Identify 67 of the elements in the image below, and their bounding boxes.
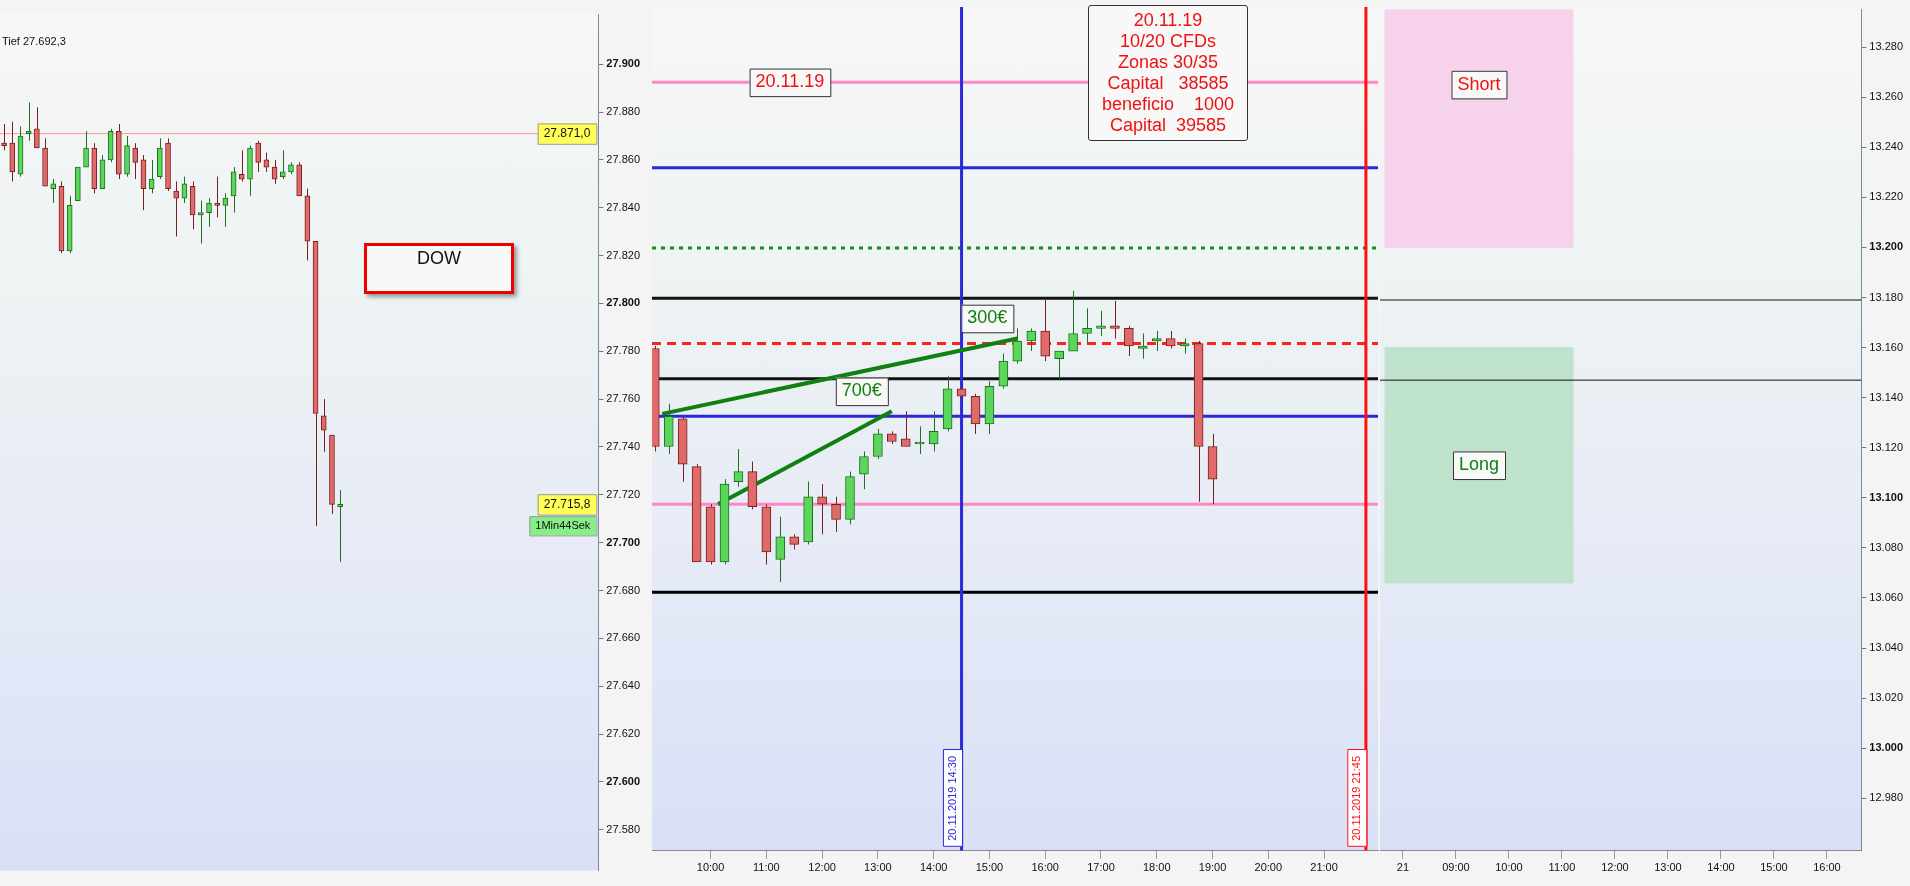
y-tick-label: 27.740: [606, 440, 641, 453]
y-tick-label: 27.820: [606, 248, 641, 261]
y-tick-label: 27.680: [606, 583, 641, 596]
y-tick-label: 27.860: [606, 152, 641, 165]
y-tick-label: 27.780: [606, 344, 641, 357]
y-tick-label: 27.900: [606, 57, 641, 70]
x-tick-label: 10:00: [696, 861, 725, 874]
y-tick-label: 27.620: [606, 727, 641, 740]
note-box: DOW: [364, 243, 514, 294]
x-tick-label: 11:00: [1548, 861, 1576, 874]
x-tick-label: 20:00: [1254, 861, 1283, 874]
annotation: 27.715,8: [543, 496, 591, 511]
y-tick-label: 27.700: [606, 535, 641, 548]
note-box: 20.11.19 10/20 CFDs Zonas 30/35 Capital 38585 beneficio 1000 Capital 39585: [1088, 5, 1248, 141]
y-tick-label: 27.580: [606, 822, 641, 835]
x-tick-label: 15:00: [975, 861, 1004, 874]
x-tick-label: 21: [1396, 861, 1410, 874]
y-tick-label: 13.220: [1869, 190, 1904, 203]
y-tick-label: 13.200: [1869, 240, 1904, 253]
x-tick-label: 12:00: [808, 861, 836, 874]
x-tick-label: 14:00: [1707, 861, 1735, 874]
y-tick-label: 27.640: [606, 679, 641, 692]
y-tick-label: 13.160: [1869, 340, 1904, 353]
y-tick-label: 13.000: [1869, 741, 1904, 754]
y-tick-label: 13.040: [1869, 641, 1904, 654]
y-tick-label: 12.980: [1869, 791, 1904, 804]
annotation: Tief 27.692,3: [2, 34, 66, 47]
y-tick-label: 27.840: [606, 200, 641, 213]
y-tick-label: 13.060: [1869, 590, 1904, 603]
x-tick-label: 11:00: [752, 861, 780, 874]
y-tick-label: 13.280: [1869, 40, 1904, 53]
y-tick-label: 27.760: [606, 392, 641, 405]
ref-line-label: 20.11.2019 14:30: [945, 755, 958, 841]
y-tick-label: 13.240: [1869, 140, 1904, 153]
y-tick-label: 13.260: [1869, 90, 1904, 103]
y-tick-label: 13.100: [1869, 490, 1904, 503]
ref-line-label: 20.11.2019 21:45: [1349, 755, 1362, 841]
ref-line-label: 27.871,0: [543, 125, 591, 140]
y-tick-label: 27.800: [606, 296, 641, 309]
ref-line-label: 20.11.19: [755, 71, 825, 92]
series-label: 700€: [841, 380, 882, 401]
x-tick-label: 10:00: [1495, 861, 1523, 874]
x-tick-label: 21:00: [1310, 861, 1338, 874]
y-tick-label: 27.720: [606, 487, 641, 500]
x-tick-label: 17:00: [1087, 861, 1115, 874]
y-tick-label: 27.600: [606, 774, 641, 787]
x-tick-label: 13:00: [864, 861, 892, 874]
y-tick-label: 27.880: [606, 105, 641, 118]
x-tick-label: 16:00: [1813, 861, 1841, 874]
y-tick-label: 13.120: [1869, 440, 1904, 453]
x-tick-label: 16:00: [1031, 861, 1059, 874]
band-label: Long: [1458, 454, 1500, 475]
annotation: 1Min44Sek: [535, 518, 591, 531]
x-tick-label: 19:00: [1198, 861, 1227, 874]
x-tick-label: 15:00: [1760, 861, 1788, 874]
x-tick-label: 09:00: [1442, 861, 1470, 874]
x-tick-label: 18:00: [1142, 861, 1171, 874]
y-tick-label: 13.180: [1869, 290, 1904, 303]
y-tick-label: 13.140: [1869, 390, 1904, 403]
y-tick-label: 13.080: [1869, 540, 1904, 553]
x-tick-label: 14:00: [919, 861, 948, 874]
x-tick-label: 12:00: [1601, 861, 1629, 874]
band-label: Short: [1457, 73, 1501, 94]
x-tick-label: 13:00: [1654, 861, 1682, 874]
y-tick-label: 13.020: [1869, 691, 1904, 704]
series-label: 300€: [967, 307, 1008, 328]
y-tick-label: 27.660: [606, 631, 641, 644]
